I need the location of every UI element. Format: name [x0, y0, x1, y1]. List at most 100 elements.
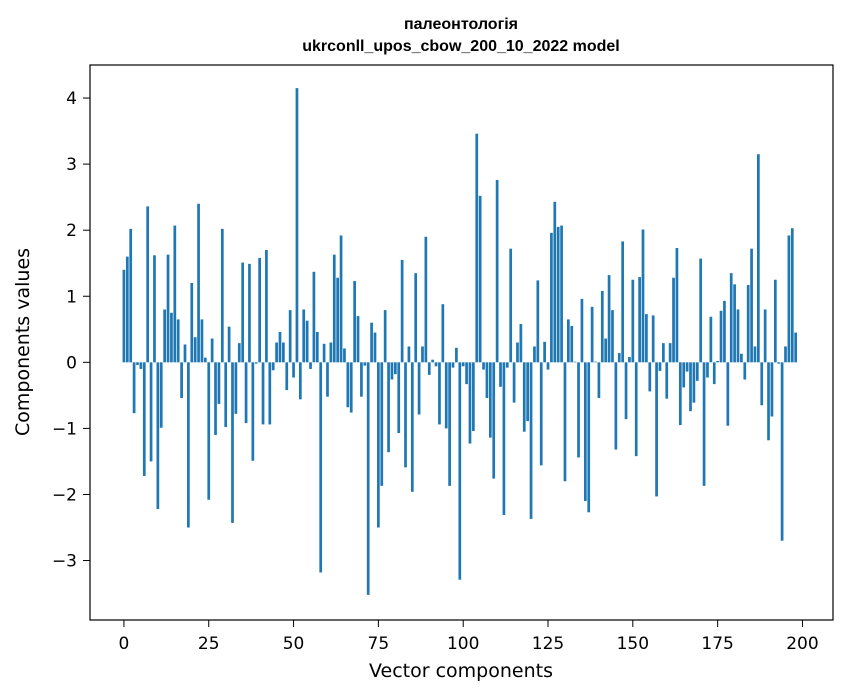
bar-129 — [560, 225, 563, 363]
bar-93 — [438, 362, 441, 425]
bar-121 — [533, 346, 536, 363]
bar-162 — [672, 277, 675, 363]
x-tick-label-125: 125 — [532, 634, 564, 654]
bar-152 — [638, 277, 641, 363]
bar-12 — [163, 309, 166, 363]
x-axis-ticks: 0 25 50 75 100 125 150 175 200 — [119, 620, 819, 654]
bar-100 — [461, 362, 465, 367]
bar-75 — [377, 362, 380, 528]
bar-70 — [360, 362, 363, 397]
bar-102 — [468, 362, 472, 444]
bar-11 — [159, 362, 163, 428]
plot-frame — [89, 64, 834, 621]
bar-105 — [478, 195, 482, 363]
x-tick-label-25: 25 — [198, 634, 220, 654]
bar-51 — [295, 88, 299, 363]
bar-90 — [427, 362, 431, 375]
bar-114 — [509, 248, 513, 363]
x-tick-label-175: 175 — [701, 634, 733, 654]
bar-4 — [136, 362, 139, 365]
y-tick-label-2: 2 — [66, 221, 77, 241]
bar-84 — [407, 346, 411, 363]
bar-155 — [648, 362, 652, 392]
bar-163 — [675, 248, 679, 363]
bar-160 — [665, 362, 669, 399]
bar-141 — [600, 290, 604, 363]
bar-15 — [173, 225, 177, 363]
bar-174 — [712, 362, 716, 385]
bar-87 — [417, 362, 421, 415]
bar-177 — [723, 300, 726, 363]
y-tick-label-0: 0 — [66, 353, 77, 373]
bar-148 — [624, 362, 628, 420]
bar-166 — [685, 362, 689, 372]
bar-171 — [702, 362, 706, 486]
bar-108 — [488, 362, 492, 438]
bar-99 — [458, 362, 462, 580]
bar-130 — [563, 362, 567, 482]
bar-22 — [197, 203, 200, 363]
bar-156 — [651, 315, 655, 363]
bar-69 — [356, 316, 360, 363]
bar-9 — [153, 255, 156, 363]
y-tick-label--3: −3 — [52, 552, 77, 572]
bar-195 — [784, 346, 787, 363]
bar-179 — [729, 273, 733, 363]
bar-190 — [767, 362, 770, 441]
bar-58 — [319, 362, 323, 573]
x-tick-label-50: 50 — [283, 634, 305, 654]
bar-50 — [292, 362, 295, 378]
bar-120 — [529, 362, 533, 519]
bar-153 — [641, 229, 645, 363]
bar-91 — [431, 359, 435, 363]
bar-64 — [339, 235, 343, 363]
bar-169 — [695, 362, 699, 381]
bar-43 — [268, 362, 272, 425]
bar-17 — [180, 362, 183, 398]
bar-157 — [655, 362, 658, 497]
bar-107 — [485, 362, 489, 398]
bar-184 — [746, 285, 750, 363]
bar-168 — [692, 362, 696, 403]
bar-6 — [142, 362, 146, 476]
bar-143 — [607, 275, 611, 363]
bar-62 — [332, 254, 336, 363]
y-axis-ticks: −3 −2 −1 0 1 2 3 4 — [52, 89, 90, 572]
bar-3 — [132, 362, 136, 414]
bar-189 — [763, 309, 767, 363]
bar-1 — [125, 256, 129, 363]
bar-131 — [567, 319, 570, 363]
bar-92 — [434, 362, 438, 367]
bar-59 — [322, 343, 326, 363]
bar-183 — [743, 362, 747, 380]
bar-135 — [580, 298, 584, 363]
bar-55 — [309, 362, 312, 369]
bar-79 — [390, 362, 394, 380]
bar-29 — [220, 228, 224, 363]
bar-116 — [516, 342, 519, 363]
bar-170 — [699, 258, 703, 363]
bar-165 — [682, 362, 686, 388]
bar-182 — [740, 353, 743, 363]
bar-30 — [224, 362, 228, 428]
x-tick-label-75: 75 — [368, 634, 390, 654]
bar-89 — [424, 236, 428, 363]
bar-110 — [495, 179, 499, 363]
bar-83 — [404, 362, 407, 468]
bar-118 — [522, 362, 526, 432]
bar-123 — [539, 362, 543, 466]
bar-127 — [553, 201, 557, 363]
bar-80 — [393, 362, 397, 375]
bar-37 — [248, 263, 251, 363]
bar-42 — [265, 250, 268, 363]
bar-124 — [543, 341, 546, 363]
x-axis-label: Vector components — [369, 660, 553, 682]
bar-74 — [373, 332, 377, 363]
bar-197 — [790, 228, 794, 363]
bar-138 — [590, 306, 594, 363]
bar-154 — [645, 314, 648, 363]
bar-146 — [617, 353, 621, 363]
bar-88 — [421, 346, 424, 363]
bar-149 — [628, 357, 631, 363]
